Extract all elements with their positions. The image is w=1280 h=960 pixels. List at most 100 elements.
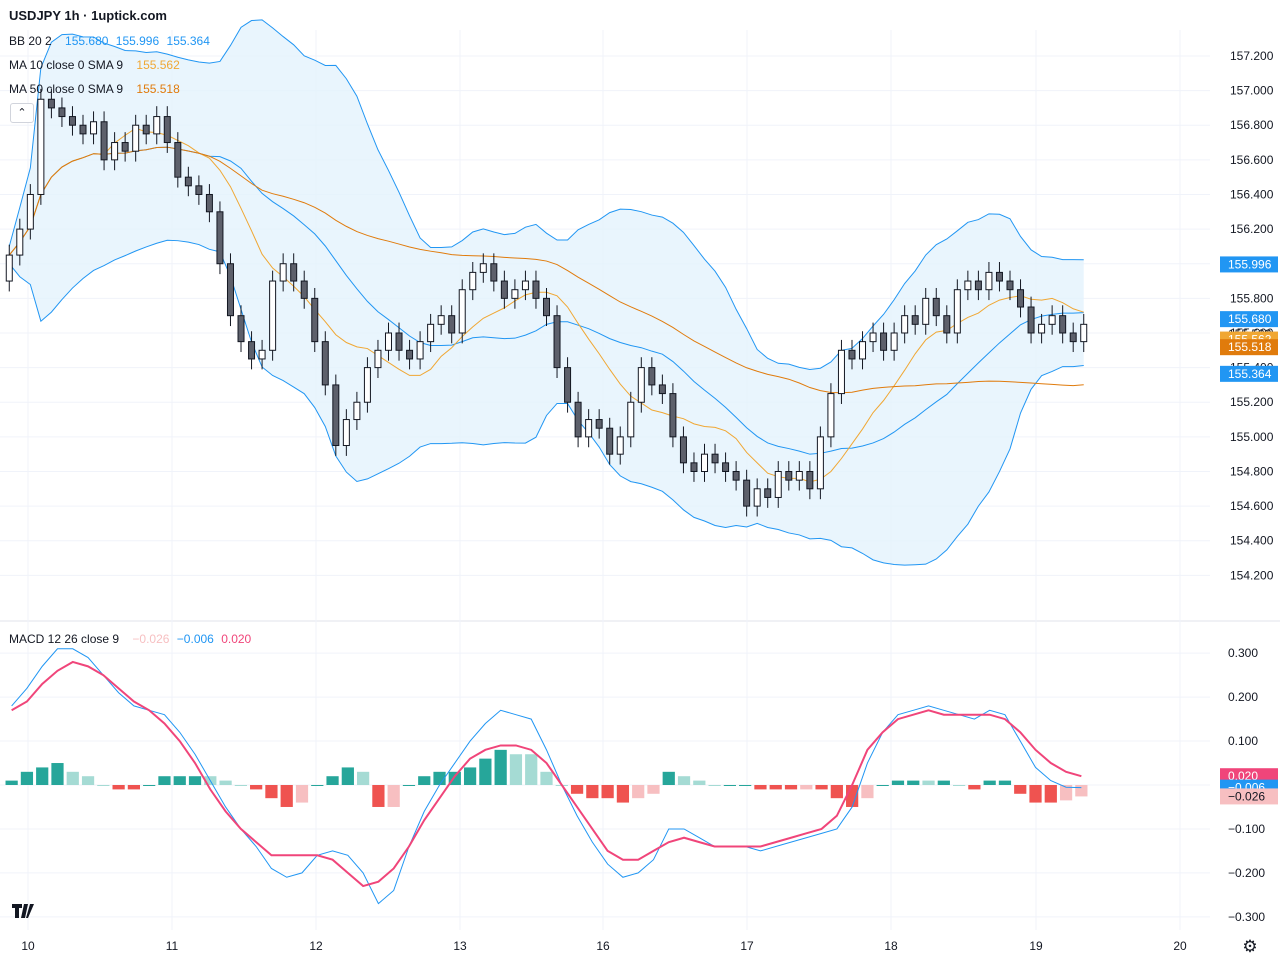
macd-histogram-bar	[143, 785, 156, 786]
macd-histogram-bar	[1044, 785, 1057, 803]
price-label-bb_lower-bg	[1220, 365, 1278, 382]
candle-body	[564, 367, 572, 403]
candle-body	[616, 436, 624, 455]
macd-histogram-bar	[418, 776, 431, 785]
candle-body	[827, 393, 835, 438]
candle-body	[701, 453, 709, 472]
candle-body	[890, 332, 898, 351]
legend-macd-label: MACD 12 26 close 9	[9, 632, 120, 646]
macd-histogram-bar	[494, 749, 507, 785]
candle-body	[806, 470, 814, 490]
time-tick-label: 17	[740, 939, 754, 953]
macd-histogram-bar	[326, 776, 339, 785]
time-tick-label: 12	[309, 939, 323, 953]
candle-body	[132, 124, 140, 152]
macd-histogram-bar	[693, 780, 706, 785]
macd-histogram-bar	[769, 785, 782, 790]
legend-bb-lower: 155.364	[166, 34, 210, 48]
candle-body	[195, 185, 203, 195]
time-tick-label: 20	[1173, 939, 1187, 953]
candle-body	[606, 427, 614, 455]
candle-body	[974, 280, 982, 291]
price-tick-label: 155.200	[1230, 395, 1274, 409]
candle-body	[1006, 280, 1014, 291]
time-tick-label: 13	[453, 939, 467, 953]
legend-bb[interactable]: BB 20 2 155.680 155.996 155.364	[9, 34, 214, 48]
price-label-bb_upper: 155.996	[1228, 257, 1272, 271]
tradingview-logo-icon[interactable]	[10, 900, 40, 922]
macd-histogram-bar	[295, 785, 309, 803]
macd-tick-label: −0.300	[1228, 910, 1265, 924]
candle-body	[153, 116, 161, 135]
price-label-bb_lower: 155.364	[1228, 367, 1272, 381]
candle-body	[785, 470, 793, 481]
legend-macd-hist: −0.026	[132, 632, 170, 646]
candle-body	[47, 98, 55, 109]
candle-body	[627, 401, 635, 438]
candle-body	[532, 280, 540, 299]
macd-histogram-bar	[815, 785, 828, 790]
macd-histogram-bar	[1075, 785, 1088, 797]
candle-body	[332, 384, 340, 447]
macd-label-histogram: −0.026	[1228, 789, 1265, 803]
macd-histogram-bar	[784, 785, 798, 790]
candle-body	[427, 323, 435, 343]
candle-body	[142, 124, 150, 135]
time-tick-label: 11	[166, 939, 179, 953]
candle-body	[543, 297, 550, 317]
price-labels: 155.996155.680155.593155.562155.518155.3…	[1220, 256, 1278, 805]
price-label-ma50: 155.518	[1228, 340, 1272, 354]
macd-histogram-bar	[463, 767, 477, 785]
candle-body	[911, 315, 919, 325]
candle-body	[595, 419, 603, 429]
candle-body	[964, 280, 972, 291]
candle-body	[258, 349, 266, 360]
candle-body	[16, 228, 24, 256]
bb-lower-line	[8, 239, 1084, 566]
macd-histogram-bar	[540, 771, 553, 785]
legend-ma50-label: MA 50 close 0 SMA 9	[9, 82, 124, 96]
macd-histogram-bar	[20, 771, 34, 785]
candle-body	[722, 462, 730, 472]
candle-body	[679, 436, 687, 464]
price-label-bb_basis: 155.680	[1228, 312, 1272, 326]
price-label-bb_upper-bg	[1220, 256, 1278, 273]
macd-histogram-bar	[1029, 785, 1042, 803]
macd-histogram-bar	[127, 785, 141, 790]
macd-histogram-bar	[662, 771, 675, 785]
macd-histogram-bar	[983, 780, 996, 785]
candle-body	[279, 263, 287, 282]
macd-histogram-bar	[372, 785, 385, 807]
gear-icon[interactable]: ⚙	[1242, 937, 1258, 956]
candle-body	[416, 341, 424, 360]
legend-ma10[interactable]: MA 10 close 0 SMA 9 155.562	[9, 58, 184, 72]
signal-line	[11, 660, 1082, 888]
axes: 154.200 154.400 154.600 154.800 155.000 155.2…	[21, 49, 1273, 953]
candle-body	[816, 436, 824, 490]
legend-macd[interactable]: MACD 12 26 close 9 −0.026 −0.006 0.020	[9, 632, 255, 646]
candle-body	[237, 315, 245, 343]
candle-body	[163, 116, 171, 144]
candle-body	[922, 297, 930, 325]
candle-body	[290, 263, 298, 282]
candle-body	[374, 349, 382, 369]
chevron-up-icon[interactable]: ⌃	[10, 103, 34, 123]
candle-body	[1048, 315, 1056, 325]
candle-body	[859, 341, 867, 360]
macd-histogram-bar	[357, 771, 370, 785]
macd-histogram-bar	[51, 763, 64, 785]
legend-ma10-value: 155.562	[136, 58, 180, 72]
macd-histogram-bar	[1059, 785, 1073, 801]
candle-body	[774, 470, 782, 498]
candle-body	[321, 341, 329, 386]
macd-histogram-bar	[968, 785, 981, 790]
candle-body	[448, 315, 456, 334]
price-tick-label: 154.600	[1230, 499, 1274, 513]
legend-ma50[interactable]: MA 50 close 0 SMA 9 155.518	[9, 82, 184, 96]
macd-histogram-bar	[387, 785, 400, 807]
price-label-bb_basis-bg	[1220, 311, 1278, 328]
macd-histogram-bar	[36, 767, 49, 785]
candle-body	[490, 263, 498, 282]
macd-histogram-bar	[250, 785, 263, 790]
